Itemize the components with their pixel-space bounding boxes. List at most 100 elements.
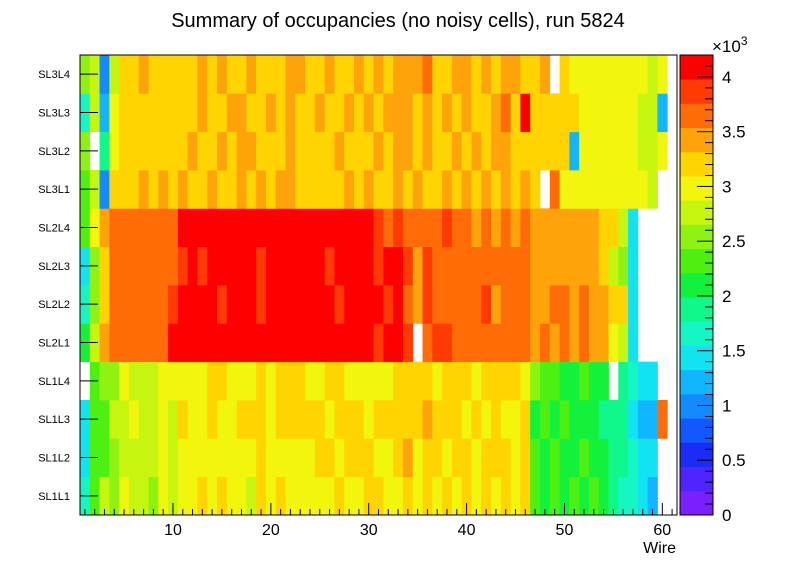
- heatmap-cell: [119, 400, 130, 439]
- heatmap-cell: [471, 361, 482, 401]
- heatmap-cell: [393, 55, 404, 94]
- heatmap-cell: [119, 246, 130, 286]
- color-scale-band: [680, 55, 713, 80]
- heatmap-cell: [158, 246, 169, 286]
- heatmap-cell: [539, 400, 551, 439]
- heatmap-cell: [628, 93, 639, 133]
- heatmap-cell: [432, 170, 443, 209]
- heatmap-cell: [177, 361, 189, 401]
- heatmap-cell: [168, 400, 179, 439]
- heatmap-cell: [598, 476, 609, 516]
- heatmap-cell: [422, 131, 433, 171]
- heatmap-cell: [559, 361, 570, 401]
- color-scale-band: [680, 369, 713, 395]
- heatmap-cell: [187, 285, 198, 324]
- heatmap-cell: [393, 93, 404, 133]
- heatmap-cell: [608, 93, 619, 133]
- x-tick-label: 40: [458, 522, 476, 539]
- heatmap-cell: [491, 285, 502, 324]
- heatmap-cell: [461, 323, 472, 363]
- heatmap-cell: [256, 400, 267, 439]
- heatmap-cell: [314, 93, 326, 133]
- heatmap-cell: [598, 438, 609, 478]
- heatmap-cell: [461, 400, 472, 439]
- heatmap-cell: [412, 55, 423, 94]
- heatmap-cell: [608, 476, 619, 516]
- heatmap-cell: [569, 208, 580, 248]
- heatmap-cell: [588, 400, 600, 439]
- heatmap-cell: [344, 131, 355, 171]
- heatmap-cell: [344, 361, 355, 401]
- heatmap-cell: [334, 285, 345, 324]
- heatmap-cell: [539, 323, 551, 363]
- heatmap-cell: [461, 476, 472, 516]
- heatmap-cell: [530, 438, 541, 478]
- heatmap-cell: [628, 361, 639, 401]
- heatmap-cell: [510, 323, 521, 363]
- y-tick-label: SL3L4: [38, 69, 70, 81]
- heatmap-cell: [500, 476, 512, 516]
- heatmap-cell: [520, 55, 531, 94]
- heatmap-cell: [500, 400, 512, 439]
- heatmap-cell: [226, 93, 237, 133]
- heatmap-cell: [510, 93, 521, 133]
- heatmap-cell: [217, 438, 228, 478]
- heatmap-cell: [109, 438, 120, 478]
- heatmap-cell: [295, 55, 306, 94]
- heatmap-cell: [500, 131, 512, 171]
- heatmap-cell: [344, 400, 355, 439]
- heatmap-cell: [569, 323, 580, 363]
- heatmap-cell: [128, 55, 140, 94]
- heatmap-cell: [246, 55, 257, 94]
- heatmap-cell: [305, 400, 316, 439]
- heatmap-cell: [226, 400, 237, 439]
- heatmap-cell: [442, 476, 453, 516]
- heatmap-cell: [344, 93, 355, 133]
- heatmap-cell: [569, 131, 580, 171]
- heatmap-cell: [510, 170, 521, 209]
- heatmap-cell: [158, 438, 169, 478]
- heatmap-cell: [569, 476, 580, 516]
- heatmap-cell: [109, 285, 120, 324]
- heatmap-cell: [354, 285, 365, 324]
- heatmap-cell: [598, 361, 609, 401]
- heatmap-cell: [246, 246, 257, 286]
- heatmap-cell: [148, 131, 159, 171]
- heatmap-cell: [246, 438, 257, 478]
- heatmap-cell: [265, 170, 277, 209]
- heatmap-cell: [334, 438, 345, 478]
- heatmap-cell: [383, 438, 394, 478]
- heatmap-cell: [119, 323, 130, 363]
- color-scale-band: [680, 466, 713, 492]
- heatmap-cell: [539, 476, 551, 516]
- heatmap-cell: [510, 361, 521, 401]
- heatmap-cell: [442, 361, 453, 401]
- heatmap-cell: [99, 170, 110, 209]
- heatmap-cell: [148, 400, 159, 439]
- heatmap-cell: [344, 170, 355, 209]
- heatmap-cell: [412, 208, 423, 248]
- heatmap-cell: [119, 55, 130, 94]
- heatmap-cell: [324, 208, 335, 248]
- heatmap-cell: [628, 246, 639, 286]
- heatmap-cell: [187, 246, 198, 286]
- heatmap-cell: [539, 438, 551, 478]
- y-tick-label: SL1L2: [38, 453, 70, 465]
- heatmap-cell: [471, 323, 482, 363]
- heatmap-cell: [285, 285, 296, 324]
- heatmap-cell: [138, 170, 149, 209]
- heatmap-cell: [588, 476, 600, 516]
- heatmap-cell: [344, 476, 355, 516]
- heatmap-cell: [363, 476, 375, 516]
- heatmap-cell: [373, 131, 384, 171]
- color-scale-band: [680, 321, 713, 346]
- heatmap-cell: [588, 131, 600, 171]
- heatmap-cell: [305, 131, 316, 171]
- heatmap-cell: [295, 323, 306, 363]
- heatmap-cell: [451, 131, 463, 171]
- heatmap-cell: [119, 131, 130, 171]
- heatmap-cell: [539, 55, 551, 94]
- heatmap-cell: [295, 208, 306, 248]
- heatmap-cell: [402, 400, 414, 439]
- heatmap-cell: [579, 323, 590, 363]
